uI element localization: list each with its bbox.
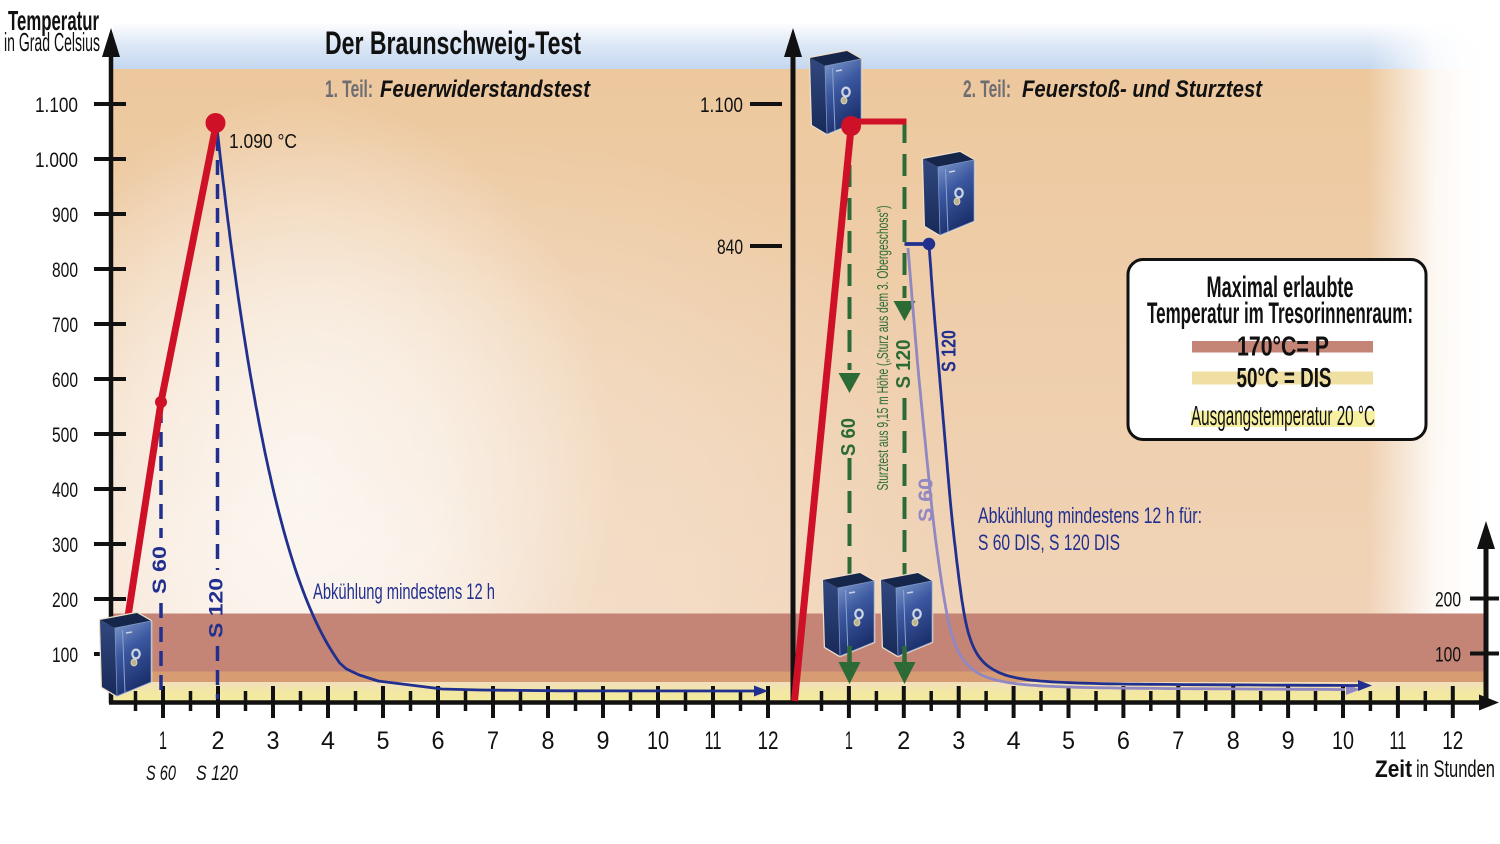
svg-text:S 120: S 120 — [196, 762, 238, 785]
svg-text:11: 11 — [705, 727, 722, 755]
svg-text:9: 9 — [1282, 727, 1295, 755]
svg-text:S 60: S 60 — [146, 762, 176, 785]
svg-text:200: 200 — [52, 589, 78, 612]
svg-text:S 60: S 60 — [838, 418, 860, 456]
svg-text:9: 9 — [597, 727, 610, 755]
svg-text:3: 3 — [267, 727, 280, 755]
svg-text:1: 1 — [845, 727, 853, 755]
svg-text:in Stunden: in Stunden — [1416, 756, 1495, 783]
svg-text:12: 12 — [1442, 727, 1463, 755]
svg-text:8: 8 — [542, 727, 555, 755]
svg-text:S 120: S 120 — [893, 340, 915, 389]
svg-text:Ausgangstemperatur 20 °C: Ausgangstemperatur 20 °C — [1191, 400, 1375, 431]
svg-text:3: 3 — [952, 727, 965, 755]
svg-text:S 60: S 60 — [150, 546, 171, 594]
svg-text:100: 100 — [1435, 644, 1461, 667]
svg-text:200: 200 — [1435, 589, 1461, 612]
svg-text:600: 600 — [52, 369, 78, 392]
svg-text:2. Teil:: 2. Teil: — [963, 76, 1011, 103]
svg-text:10: 10 — [647, 727, 669, 755]
svg-text:500: 500 — [52, 424, 78, 447]
svg-text:1: 1 — [159, 727, 167, 755]
svg-text:4: 4 — [321, 727, 335, 755]
svg-text:170°C= P: 170°C= P — [1237, 331, 1329, 362]
svg-text:5: 5 — [1062, 727, 1075, 755]
svg-text:1.000: 1.000 — [35, 149, 78, 172]
svg-text:1.100: 1.100 — [35, 94, 78, 117]
svg-text:Temperatur im Tresorinnenraum:: Temperatur im Tresorinnenraum: — [1147, 297, 1413, 330]
svg-text:Zeit: Zeit — [1375, 756, 1412, 783]
svg-text:12: 12 — [758, 727, 779, 755]
svg-text:100: 100 — [52, 644, 78, 667]
svg-text:1.100: 1.100 — [700, 94, 743, 117]
svg-text:700: 700 — [52, 314, 78, 337]
svg-text:6: 6 — [1117, 727, 1130, 755]
svg-text:in Grad Celsius: in Grad Celsius — [4, 27, 100, 57]
svg-text:7: 7 — [1172, 727, 1184, 755]
svg-text:S 60: S 60 — [915, 478, 937, 522]
svg-text:11: 11 — [1389, 727, 1406, 755]
svg-text:900: 900 — [52, 204, 78, 227]
svg-text:S 120: S 120 — [938, 330, 960, 372]
svg-text:Feuerstoß- und Sturztest: Feuerstoß- und Sturztest — [1022, 76, 1263, 103]
svg-text:840: 840 — [717, 236, 743, 259]
svg-text:400: 400 — [52, 479, 78, 502]
svg-text:10: 10 — [1332, 727, 1354, 755]
svg-text:5: 5 — [377, 727, 390, 755]
svg-text:2: 2 — [897, 727, 910, 755]
svg-text:1.090 °C: 1.090 °C — [229, 131, 297, 153]
svg-text:S 60 DIS, S 120 DIS: S 60 DIS, S 120 DIS — [978, 530, 1120, 555]
svg-text:Temperatur: Temperatur — [8, 5, 99, 36]
svg-text:300: 300 — [52, 534, 78, 557]
svg-text:1. Teil:: 1. Teil: — [325, 76, 373, 103]
svg-text:6: 6 — [432, 727, 445, 755]
svg-text:50°C = DIS: 50°C = DIS — [1237, 362, 1332, 393]
svg-text:2: 2 — [212, 727, 225, 755]
svg-text:7: 7 — [487, 727, 499, 755]
svg-text:Maximal erlaubte: Maximal erlaubte — [1207, 271, 1354, 304]
svg-text:Feuerwiderstandstest: Feuerwiderstandstest — [380, 76, 591, 103]
svg-text:S 120: S 120 — [207, 578, 228, 638]
svg-text:Abkühlung mindestens 12 h für:: Abkühlung mindestens 12 h für: — [978, 503, 1202, 528]
svg-text:4: 4 — [1007, 727, 1021, 755]
svg-text:Abkühlung mindestens 12 h: Abkühlung mindestens 12 h — [313, 579, 495, 604]
svg-text:800: 800 — [52, 259, 78, 282]
svg-text:Sturztest aus 9,15 m Höhe („St: Sturztest aus 9,15 m Höhe („Sturz aus de… — [875, 206, 892, 491]
svg-text:Der Braunschweig-Test: Der Braunschweig-Test — [325, 25, 581, 61]
svg-text:8: 8 — [1227, 727, 1240, 755]
